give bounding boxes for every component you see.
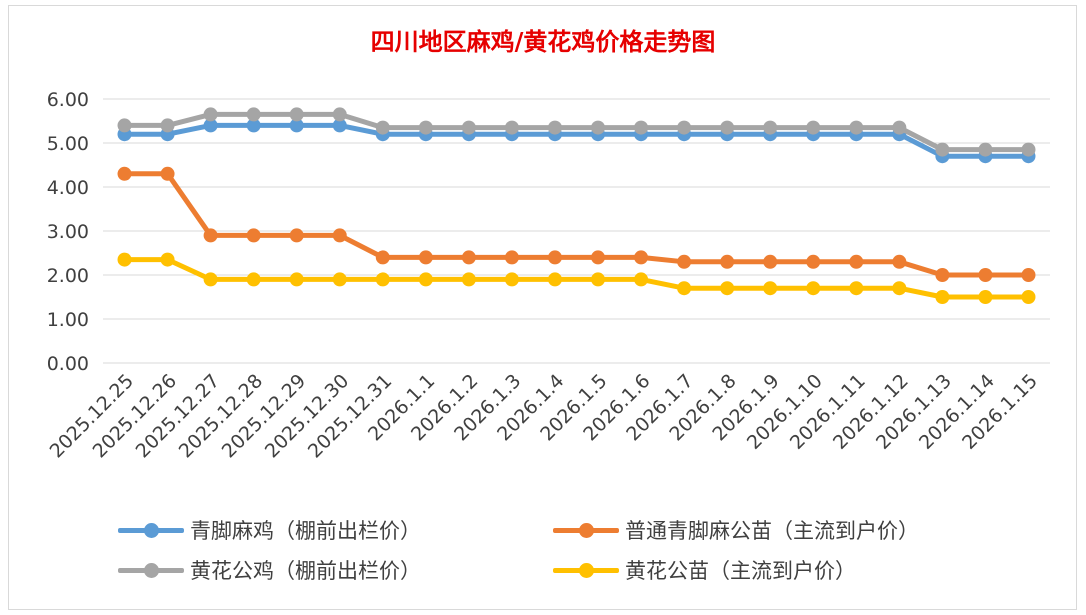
data-point[interactable] <box>203 118 218 133</box>
data-point[interactable] <box>547 272 562 287</box>
data-point[interactable] <box>806 281 821 296</box>
data-point[interactable] <box>978 142 993 157</box>
series-line[interactable] <box>122 257 1031 300</box>
data-point[interactable] <box>504 272 519 287</box>
y-tick-label: 6.00 <box>47 89 89 111</box>
data-point[interactable] <box>332 272 347 287</box>
data-point[interactable] <box>634 272 649 287</box>
series-line[interactable] <box>122 171 1031 278</box>
y-tick-label: 4.00 <box>47 177 89 199</box>
data-point[interactable] <box>375 250 390 265</box>
series-lines <box>117 107 1036 304</box>
data-point[interactable] <box>461 250 476 265</box>
y-tick-label: 3.00 <box>47 221 89 243</box>
data-point[interactable] <box>117 166 132 181</box>
series-3[interactable] <box>117 107 1036 157</box>
series-4[interactable] <box>117 252 1036 304</box>
data-point[interactable] <box>504 250 519 265</box>
data-point[interactable] <box>289 272 304 287</box>
data-point[interactable] <box>203 272 218 287</box>
data-point[interactable] <box>892 281 907 296</box>
data-point[interactable] <box>806 120 821 135</box>
data-point[interactable] <box>418 250 433 265</box>
y-tick-label: 2.00 <box>47 265 89 287</box>
data-point[interactable] <box>547 120 562 135</box>
data-point[interactable] <box>677 120 692 135</box>
y-axis-ticks: 0.00 1.00 2.00 3.00 4.00 5.00 6.00 <box>47 89 89 375</box>
data-point[interactable] <box>849 254 864 269</box>
data-point[interactable] <box>504 120 519 135</box>
y-tick-label: 0.00 <box>47 353 89 375</box>
data-point[interactable] <box>160 252 175 267</box>
data-point[interactable] <box>203 107 218 122</box>
data-point[interactable] <box>935 142 950 157</box>
data-point[interactable] <box>289 118 304 133</box>
data-point[interactable] <box>461 120 476 135</box>
data-point[interactable] <box>246 118 261 133</box>
data-point[interactable] <box>720 254 735 269</box>
data-point[interactable] <box>375 120 390 135</box>
y-tick-label: 5.00 <box>47 133 89 155</box>
series-line[interactable] <box>122 122 1031 159</box>
data-point[interactable] <box>418 120 433 135</box>
data-point[interactable] <box>634 250 649 265</box>
data-point[interactable] <box>591 250 606 265</box>
data-point[interactable] <box>332 107 347 122</box>
data-point[interactable] <box>289 228 304 243</box>
data-point[interactable] <box>332 228 347 243</box>
data-point[interactable] <box>246 272 261 287</box>
series-line[interactable] <box>122 111 1031 153</box>
data-point[interactable] <box>720 281 735 296</box>
data-point[interactable] <box>117 118 132 133</box>
data-point[interactable] <box>849 120 864 135</box>
data-point[interactable] <box>1021 290 1036 304</box>
data-point[interactable] <box>849 281 864 296</box>
data-point[interactable] <box>1021 268 1036 282</box>
data-point[interactable] <box>375 272 390 287</box>
x-axis-ticks: 2025.12.252025.12.262025.12.272025.12.28… <box>46 370 1042 462</box>
series-2[interactable] <box>117 166 1036 282</box>
data-point[interactable] <box>117 252 132 267</box>
data-point[interactable] <box>935 268 950 282</box>
data-point[interactable] <box>892 254 907 269</box>
data-point[interactable] <box>289 107 304 122</box>
chart-area[interactable] <box>8 5 1077 610</box>
data-point[interactable] <box>591 120 606 135</box>
data-point[interactable] <box>892 120 907 135</box>
data-point[interactable] <box>935 290 950 304</box>
chart-title: 四川地区麻鸡/黄花鸡价格走势图 <box>370 27 716 56</box>
data-point[interactable] <box>246 228 261 243</box>
y-tick-label: 1.00 <box>47 309 89 331</box>
data-point[interactable] <box>418 272 433 287</box>
data-point[interactable] <box>203 228 218 243</box>
data-point[interactable] <box>547 250 562 265</box>
gridlines <box>103 98 1050 364</box>
data-point[interactable] <box>1021 142 1036 157</box>
data-point[interactable] <box>677 254 692 269</box>
data-point[interactable] <box>160 118 175 133</box>
data-point[interactable] <box>591 272 606 287</box>
data-point[interactable] <box>978 268 993 282</box>
data-point[interactable] <box>246 107 261 122</box>
data-point[interactable] <box>763 254 778 269</box>
data-point[interactable] <box>461 272 476 287</box>
data-point[interactable] <box>332 118 347 133</box>
data-point[interactable] <box>763 120 778 135</box>
data-point[interactable] <box>978 290 993 304</box>
data-point[interactable] <box>806 254 821 269</box>
data-point[interactable] <box>763 281 778 296</box>
data-point[interactable] <box>677 281 692 296</box>
data-point[interactable] <box>720 120 735 135</box>
data-point[interactable] <box>160 166 175 181</box>
data-point[interactable] <box>634 120 649 135</box>
